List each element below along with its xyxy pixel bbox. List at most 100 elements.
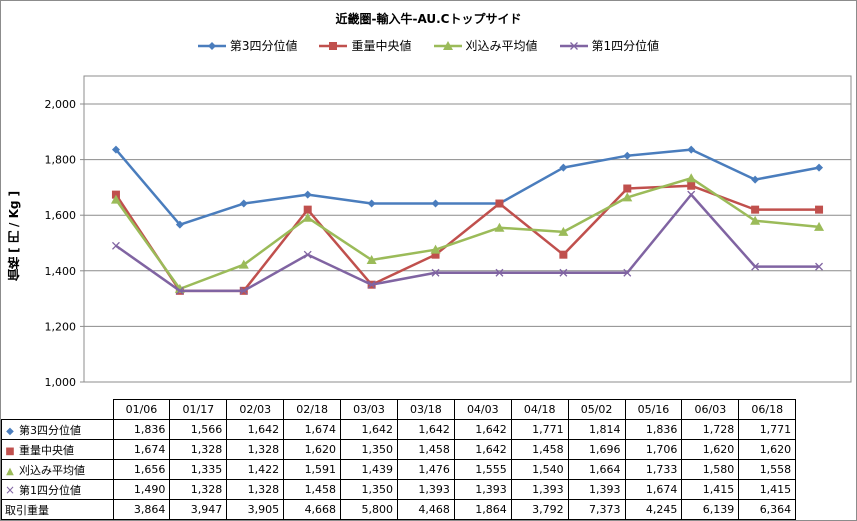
legend-item: 重量中央値 — [319, 37, 412, 54]
table-cell: 1,328 — [226, 439, 285, 460]
table-cell: 1,642 — [453, 419, 512, 440]
x-tick-label: 02/18 — [283, 399, 342, 420]
table-cell: 1,422 — [226, 459, 285, 480]
data-point — [559, 250, 568, 259]
table-cell: 1,642 — [226, 419, 285, 440]
table-cell: 1,476 — [396, 459, 455, 480]
data-point — [559, 163, 568, 172]
table-cell: 1,620 — [681, 439, 740, 460]
data-point — [751, 262, 760, 271]
data-point — [494, 222, 505, 232]
x-tick-label: 03/18 — [396, 399, 455, 420]
x-tick-label: 02/03 — [226, 399, 285, 420]
data-point — [815, 262, 824, 271]
table-row-header: ◆ 第3四分位値 — [1, 419, 114, 440]
table-cell: 1,540 — [510, 459, 569, 480]
table-cell: 1,674 — [624, 479, 683, 500]
table-cell: 1,328 — [226, 479, 285, 500]
legend-key-icon: ▲ — [6, 465, 14, 477]
legend-swatch — [433, 40, 462, 50]
data-point — [623, 184, 632, 193]
x-tick-label: 01/17 — [169, 399, 228, 420]
legend-label: 重量中央値 — [351, 39, 412, 53]
table-cell: 1,328 — [169, 439, 228, 460]
data-point — [687, 181, 696, 190]
data-point — [814, 221, 825, 231]
table-row-label: 第3四分位値 — [19, 423, 81, 437]
y-tick-label: 1,000 — [45, 376, 77, 389]
table-cell: 7,373 — [567, 499, 626, 520]
data-point — [367, 280, 376, 289]
table-row: ■ 重量中央値 1,674 1,328 1,328 1,620 1,350 1,458 1,64… — [1, 439, 797, 460]
table-cell: 1,458 — [396, 439, 455, 460]
table-cell: 1,415 — [681, 479, 740, 500]
table-cell: 1,393 — [396, 479, 455, 500]
data-point — [175, 220, 184, 229]
table-row-header: × 第1四分位値 — [1, 479, 114, 500]
table-cell: 4,468 — [396, 499, 455, 520]
table-cell: 3,792 — [510, 499, 569, 520]
data-point — [110, 194, 121, 204]
series-line-1 — [115, 148, 820, 226]
legend: 第3四分位値 重量中央値 刈込み平均値 第1四分位値 — [1, 37, 856, 54]
table-cell: 1,555 — [453, 459, 512, 480]
table-cell: 1,771 — [738, 419, 797, 440]
data-point — [431, 268, 440, 277]
x-tick-label: 06/18 — [738, 399, 797, 420]
table-cell: 3,864 — [112, 499, 171, 520]
table-cell: 1,696 — [567, 439, 626, 460]
table-cell: 1,458 — [283, 479, 342, 500]
x-tick-label: 03/03 — [340, 399, 398, 420]
table-cell: 1,393 — [567, 479, 626, 500]
x-tick-label: 04/03 — [453, 399, 512, 420]
chart-title: 近畿圏-輸入牛-AU.Cトップサイド — [335, 12, 522, 26]
table-cell: 1,620 — [283, 439, 342, 460]
data-point — [239, 286, 248, 295]
table-cell: 1,350 — [340, 439, 398, 460]
table-cell: 3,905 — [226, 499, 285, 520]
data-point — [430, 244, 441, 254]
table-cell: 1,642 — [396, 419, 455, 440]
legend-label: 第3四分位値 — [229, 39, 298, 53]
table-cell: 4,245 — [624, 499, 683, 520]
data-point — [751, 205, 760, 214]
data-point — [495, 268, 504, 277]
table-cell: 1,706 — [624, 439, 683, 460]
table-cell: 1,558 — [738, 459, 797, 480]
data-point — [111, 190, 120, 199]
data-point — [175, 286, 184, 295]
data-point — [238, 259, 249, 269]
legend-key-icon: × — [5, 482, 16, 497]
x-tick-label: 01/06 — [112, 399, 171, 420]
table-cell: 1,674 — [112, 439, 171, 460]
table-cell: 1,458 — [510, 439, 569, 460]
data-point — [239, 199, 248, 208]
data-point — [302, 212, 313, 222]
table-cell: 1,335 — [169, 459, 228, 480]
x-tick-label: 05/02 — [567, 399, 626, 420]
table-cell: 1,674 — [283, 419, 342, 440]
data-point — [623, 268, 632, 277]
data-point — [622, 192, 633, 202]
table-row-label: 取引重量 — [5, 503, 49, 517]
table-row-header: ■ 重量中央値 — [1, 439, 114, 460]
table-cell: 1,393 — [510, 479, 569, 500]
table-cell: 6,139 — [681, 499, 740, 520]
table-cell: 1,664 — [567, 459, 626, 480]
table-row-label: 第1四分位値 — [19, 483, 81, 497]
y-tick-label: 1,600 — [45, 209, 77, 222]
table-cell: 1,393 — [453, 479, 512, 500]
legend-label: 第1四分位値 — [591, 39, 660, 53]
data-point — [367, 199, 376, 208]
y-tick-label: 2,000 — [45, 98, 77, 111]
legend-swatch — [197, 41, 226, 50]
x-tick-label: 05/16 — [624, 399, 683, 420]
series-line-3 — [114, 176, 820, 291]
data-point — [431, 250, 440, 259]
table-cell: 1,591 — [283, 459, 342, 480]
table-cell: 6,364 — [738, 499, 797, 520]
data-point — [751, 175, 760, 184]
legend-item: 第3四分位値 — [197, 37, 298, 54]
table-cell: 1,771 — [510, 419, 569, 440]
table-row-label: 重量中央値 — [19, 443, 74, 457]
